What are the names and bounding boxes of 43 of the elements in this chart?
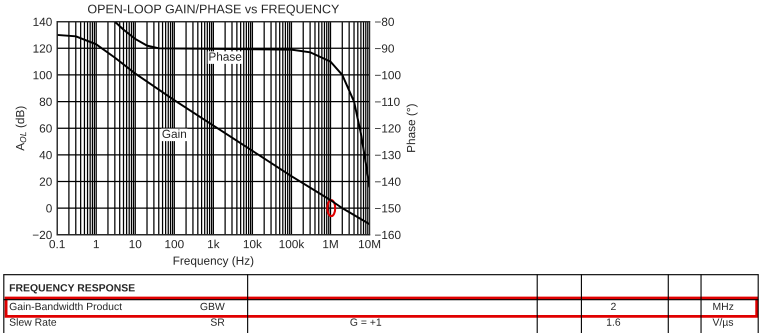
y-tick-label: 80: [40, 98, 52, 106]
y2-tick-label: −120: [375, 124, 401, 133]
y-tick-label: 60: [40, 124, 52, 133]
text: GBW: [200, 302, 225, 310]
y2-tick-label: −110: [375, 98, 400, 106]
text: FREQUENCY RESPONSE: [10, 284, 135, 294]
text: 1.6: [606, 318, 620, 326]
text: G = +1: [350, 318, 382, 326]
text: V/µs: [712, 318, 734, 328]
y2-tick-label: −100: [375, 70, 401, 80]
text: Slew Rate: [10, 318, 56, 326]
chart-title: OPEN-LOOP GAIN/PHASE vs FREQUENCY: [88, 4, 340, 16]
y2-tick-label: −80: [375, 18, 394, 26]
text: Gain-Bandwidth Product: [10, 302, 122, 310]
y-tick-label: 0: [46, 204, 52, 213]
y2-tick-label: −140: [375, 178, 401, 186]
x-axis-title: Frequency (Hz): [174, 256, 254, 268]
x-tick-label: 100k: [280, 240, 304, 248]
y2-tick-label: −150: [375, 204, 401, 213]
x-tick-label: 100: [165, 240, 184, 248]
x-tick-label: 1M: [323, 240, 338, 248]
annotation: Phase: [209, 52, 242, 61]
x-tick-label: 1: [94, 240, 99, 248]
x-tick-label: 10k: [244, 240, 262, 248]
y-axis-title: A$_{OL}$ (dB): [16, 106, 27, 151]
text: MHz: [713, 302, 734, 310]
y2-tick-label: −90: [375, 44, 394, 53]
annotation: Gain: [162, 129, 186, 138]
x-tick-label: 10: [130, 240, 142, 248]
y-tick-label: 100: [33, 70, 52, 80]
x-tick-label: 1k: [208, 240, 220, 248]
y-tick-label: 140: [33, 18, 52, 26]
text: 2: [611, 302, 616, 310]
y2-tick-label: −160: [375, 230, 401, 240]
text: SR: [210, 318, 224, 326]
y-tick-label: −20: [32, 230, 52, 240]
y-tick-label: 120: [33, 44, 52, 53]
y-tick-label: 40: [39, 150, 52, 160]
y-tick-label: 20: [40, 178, 52, 186]
y2-tick-label: −130: [375, 150, 401, 160]
y2-axis-title: Phase (°): [406, 104, 418, 152]
x-tick-label: 0.1: [49, 240, 65, 248]
x-tick-label: 10M: [358, 240, 380, 248]
